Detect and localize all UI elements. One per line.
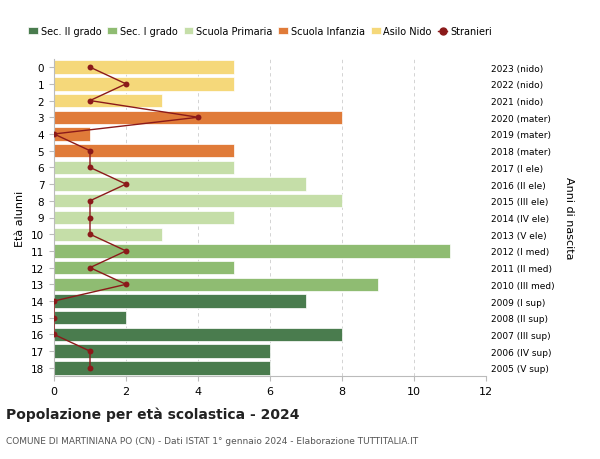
Point — [121, 81, 131, 88]
Point — [121, 281, 131, 288]
Text: Popolazione per età scolastica - 2024: Popolazione per età scolastica - 2024 — [6, 406, 299, 421]
Y-axis label: Anni di nascita: Anni di nascita — [564, 177, 574, 259]
Point — [193, 114, 203, 122]
Bar — [54, 328, 342, 341]
Point — [85, 148, 95, 155]
Bar — [54, 311, 126, 325]
Bar — [54, 228, 162, 241]
Legend: Sec. II grado, Sec. I grado, Scuola Primaria, Scuola Infanzia, Asilo Nido, Stran: Sec. II grado, Sec. I grado, Scuola Prim… — [25, 23, 496, 41]
Point — [85, 348, 95, 355]
Bar — [54, 128, 90, 141]
Point — [85, 214, 95, 222]
Point — [85, 231, 95, 238]
Point — [49, 298, 59, 305]
Bar — [54, 295, 306, 308]
Y-axis label: Età alunni: Età alunni — [16, 190, 25, 246]
Point — [121, 248, 131, 255]
Bar — [54, 78, 234, 91]
Point — [85, 198, 95, 205]
Point — [121, 181, 131, 188]
Bar — [54, 145, 234, 158]
Bar — [54, 178, 306, 191]
Bar — [54, 112, 342, 125]
Point — [85, 98, 95, 105]
Point — [85, 164, 95, 172]
Bar — [54, 211, 234, 225]
Bar — [54, 245, 450, 258]
Bar — [54, 261, 234, 274]
Bar — [54, 278, 378, 291]
Bar — [54, 345, 270, 358]
Bar — [54, 62, 234, 75]
Point — [85, 364, 95, 372]
Point — [85, 264, 95, 272]
Bar — [54, 95, 162, 108]
Bar — [54, 361, 270, 375]
Bar — [54, 195, 342, 208]
Text: COMUNE DI MARTINIANA PO (CN) - Dati ISTAT 1° gennaio 2024 - Elaborazione TUTTITA: COMUNE DI MARTINIANA PO (CN) - Dati ISTA… — [6, 436, 418, 445]
Bar — [54, 162, 234, 175]
Point — [49, 131, 59, 138]
Point — [49, 331, 59, 338]
Point — [85, 64, 95, 72]
Point — [49, 314, 59, 322]
